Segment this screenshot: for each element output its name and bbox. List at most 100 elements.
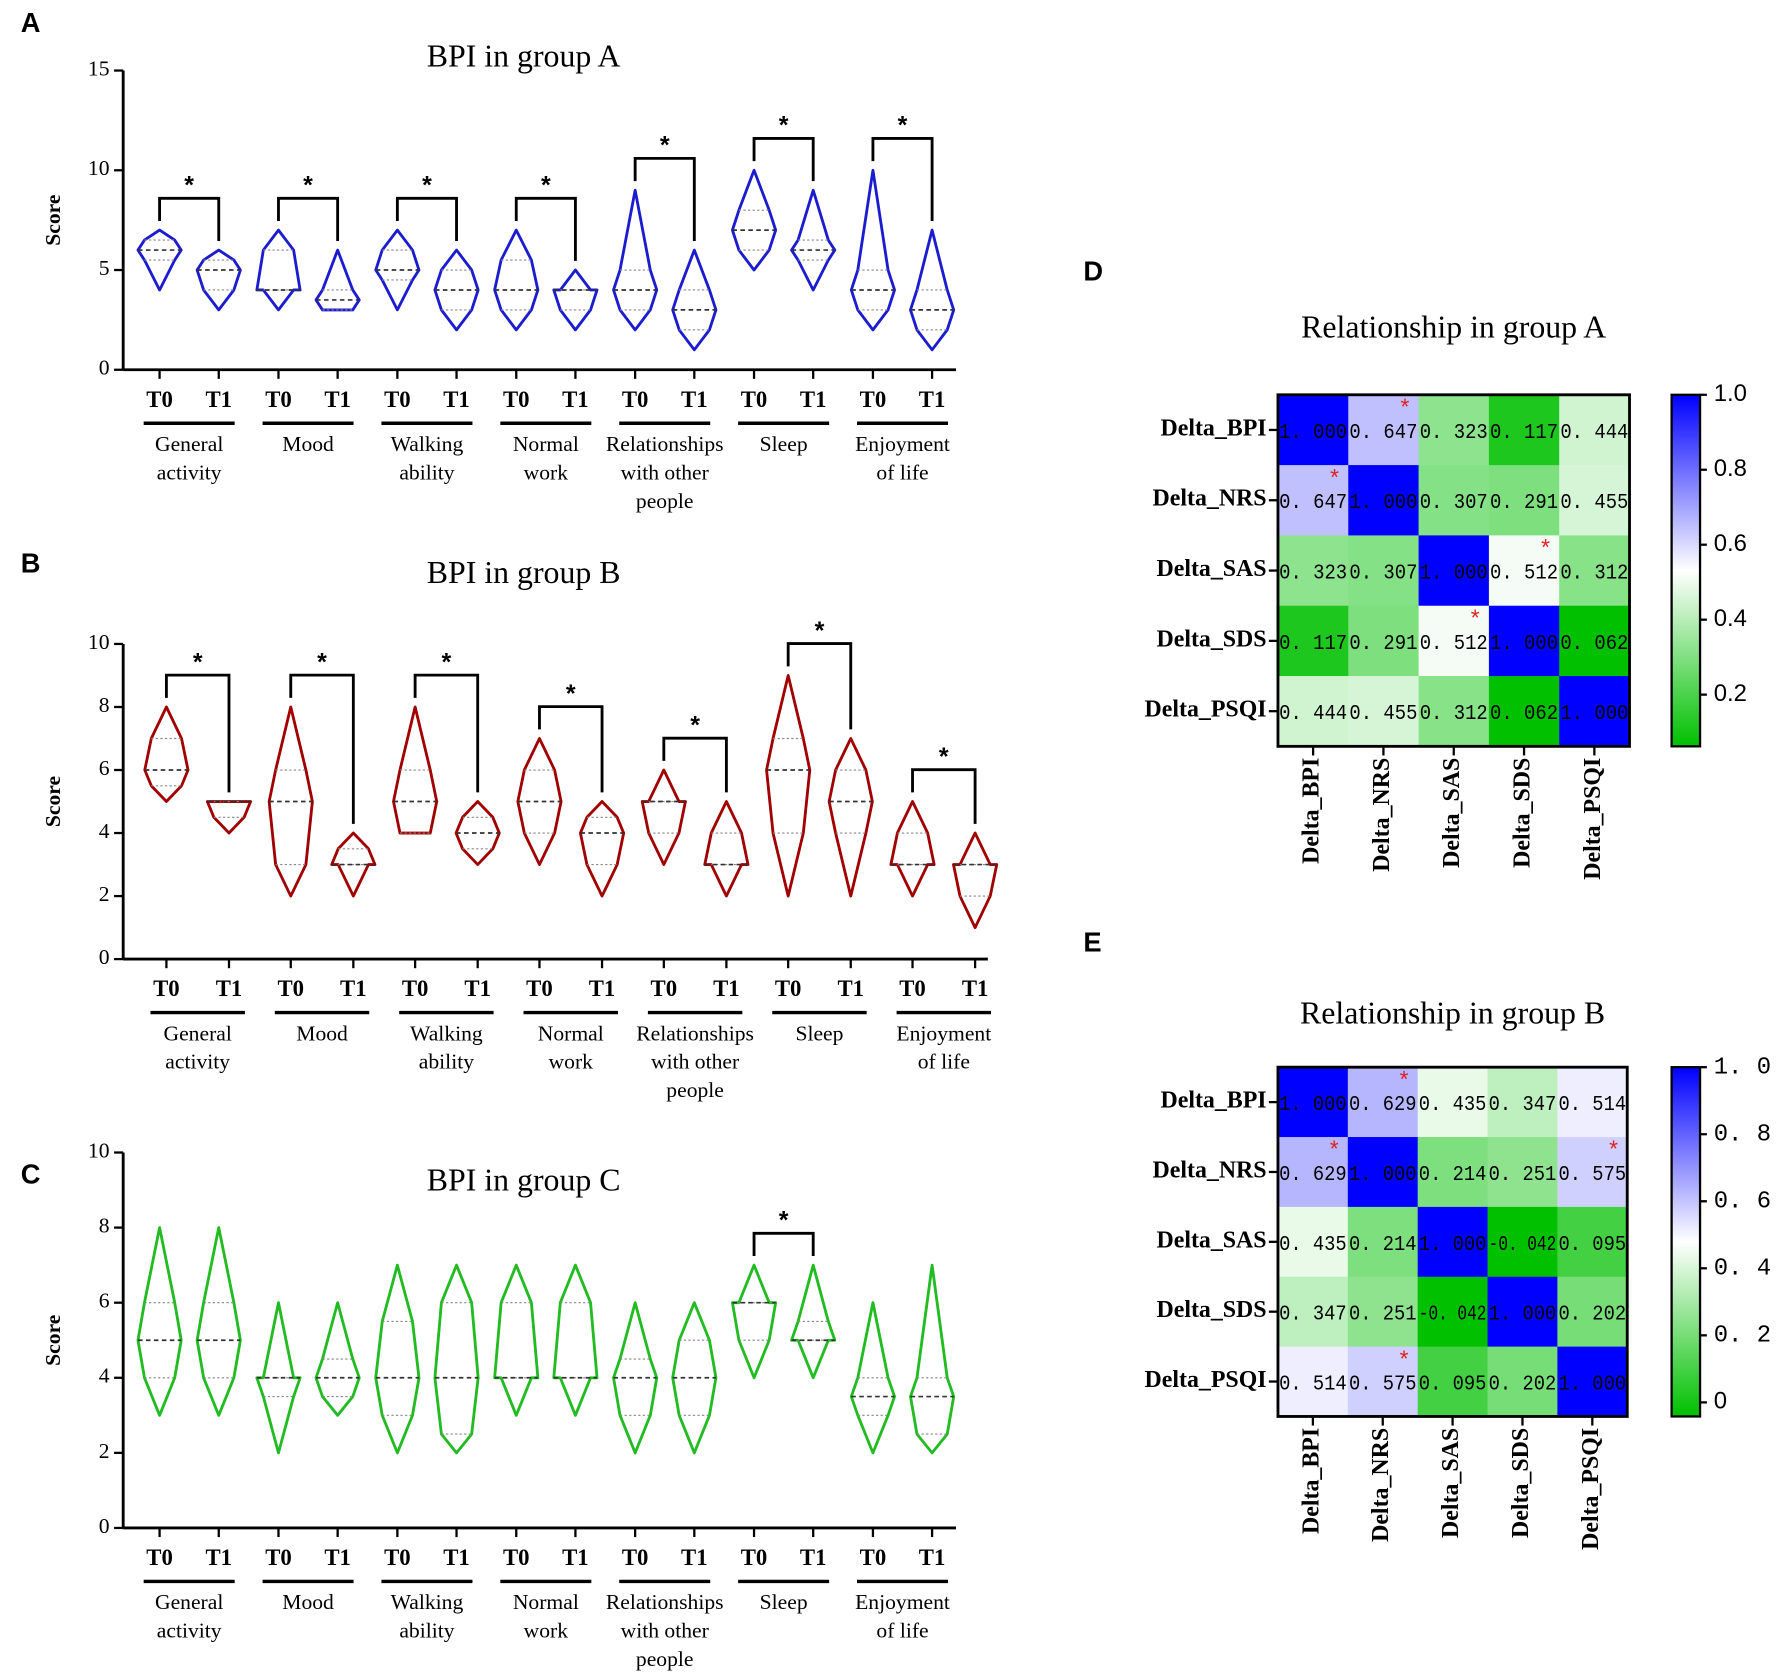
violin (136, 1226, 183, 1417)
category-label: of life (918, 1050, 970, 1074)
cell-value: 0. 312 (1560, 562, 1628, 586)
column-label: Delta_NRS (1369, 758, 1395, 872)
category-label: with other (621, 1619, 709, 1643)
y-tick-label: 5 (99, 256, 110, 280)
violin (765, 674, 812, 898)
cell-value: 0. 435 (1279, 1233, 1347, 1257)
heatmap-cell (1348, 394, 1420, 466)
violin (392, 705, 439, 835)
heatmap-cell (1348, 605, 1420, 677)
panel-label: A (21, 7, 41, 38)
cell-value: 1. 000 (1559, 1373, 1627, 1397)
category-label: General (164, 1021, 232, 1045)
heatmap-cell (1347, 1206, 1419, 1278)
column-label: Delta_SAS (1438, 1428, 1464, 1538)
significance-star: * (184, 171, 194, 199)
heatmap-cell (1277, 535, 1349, 607)
violin (671, 1301, 718, 1455)
heatmap-cell (1418, 676, 1490, 747)
category-label: ability (399, 460, 454, 484)
group-label: T1 (800, 387, 827, 412)
y-tick-label: 15 (88, 56, 110, 80)
row-label: Delta_PSQI (1145, 697, 1267, 723)
significance-bracket (786, 642, 853, 730)
group-label: T0 (153, 976, 180, 1001)
cell-value: 0. 455 (1349, 702, 1417, 726)
group-label: T1 (205, 1545, 232, 1570)
violin (849, 1301, 896, 1455)
heatmap-cell (1347, 1067, 1419, 1138)
group-label: T0 (860, 387, 887, 412)
cell-value: 1. 000 (1420, 562, 1488, 586)
significance-star: * (303, 171, 313, 199)
significance-star: * (779, 1207, 789, 1235)
colorbar-tick-label: 0. 4 (1714, 1256, 1771, 1283)
heatmap-cell (1488, 676, 1560, 747)
violin (849, 168, 896, 332)
group-label: T1 (919, 387, 946, 412)
cell-value: 0. 512 (1420, 632, 1488, 656)
violin (552, 1263, 599, 1417)
violin (255, 1301, 302, 1455)
group-label: T0 (899, 976, 926, 1001)
group-label: T0 (277, 976, 304, 1001)
cell-value: 0. 095 (1419, 1373, 1487, 1397)
heatmap-cell (1488, 465, 1560, 536)
significance-star: * (1400, 1066, 1409, 1092)
violin (909, 228, 956, 352)
chart-title: Relationship in group A (1301, 309, 1606, 344)
y-tick-label: 8 (99, 1214, 110, 1238)
violin (612, 1301, 659, 1455)
column-label: Delta_BPI (1299, 758, 1325, 864)
category-label: Relationships (606, 432, 724, 456)
cell-value: 1. 000 (1279, 1093, 1347, 1117)
heatmap-cell (1347, 1137, 1419, 1208)
significance-bracket (752, 1231, 815, 1257)
cell-value: 0. 323 (1279, 562, 1347, 586)
heatmap-cell (1277, 676, 1349, 747)
cell-value: 0. 291 (1349, 632, 1417, 656)
heatmap-cell (1347, 1276, 1419, 1348)
violin (731, 1263, 778, 1380)
group-label: T0 (503, 387, 530, 412)
panel-label: E (1083, 927, 1101, 958)
significance-star: * (317, 648, 327, 676)
cell-value: 0. 307 (1420, 491, 1488, 515)
heatmap-cell (1277, 394, 1349, 466)
cell-value: 0. 435 (1419, 1093, 1487, 1117)
chart-title: BPI in group C (427, 1163, 621, 1198)
violin (790, 188, 837, 292)
group-label: T0 (384, 387, 411, 412)
cell-value: 0. 629 (1279, 1163, 1347, 1187)
row-label: Delta_PSQI (1145, 1367, 1267, 1393)
colorbar-tick-label: 0. 8 (1714, 1122, 1771, 1149)
y-axis-label: Score (41, 776, 65, 828)
violin (827, 737, 874, 898)
heatmap-cell (1559, 465, 1631, 536)
category-label: Sleep (760, 432, 808, 456)
row-label: Delta_SDS (1156, 1297, 1266, 1323)
violin (374, 1263, 421, 1455)
violin (612, 188, 659, 332)
heatmap-cell (1487, 1346, 1558, 1418)
row-label: Delta_SAS (1156, 1227, 1266, 1253)
group-label: T1 (324, 387, 351, 412)
cell-value: 0. 647 (1279, 491, 1347, 515)
colorbar-tick-label: 1. 0 (1714, 1054, 1771, 1081)
cell-value: 0. 647 (1349, 421, 1417, 445)
heatmap-cell (1418, 605, 1490, 677)
violin (267, 705, 314, 898)
group-label: T0 (622, 387, 649, 412)
colorbar-tick-label: 0 (1714, 1388, 1727, 1415)
category-label: of life (876, 460, 928, 484)
heatmap-cell (1557, 1067, 1628, 1138)
heatmap-cell (1488, 394, 1560, 466)
colorbar (1670, 1066, 1702, 1418)
heatmap-cell (1417, 1276, 1489, 1348)
row-label: Delta_SDS (1156, 626, 1266, 652)
heatmap-cell (1487, 1137, 1558, 1208)
significance-bracket (633, 156, 696, 241)
violin (195, 1226, 242, 1417)
significance-bracket (413, 673, 480, 793)
